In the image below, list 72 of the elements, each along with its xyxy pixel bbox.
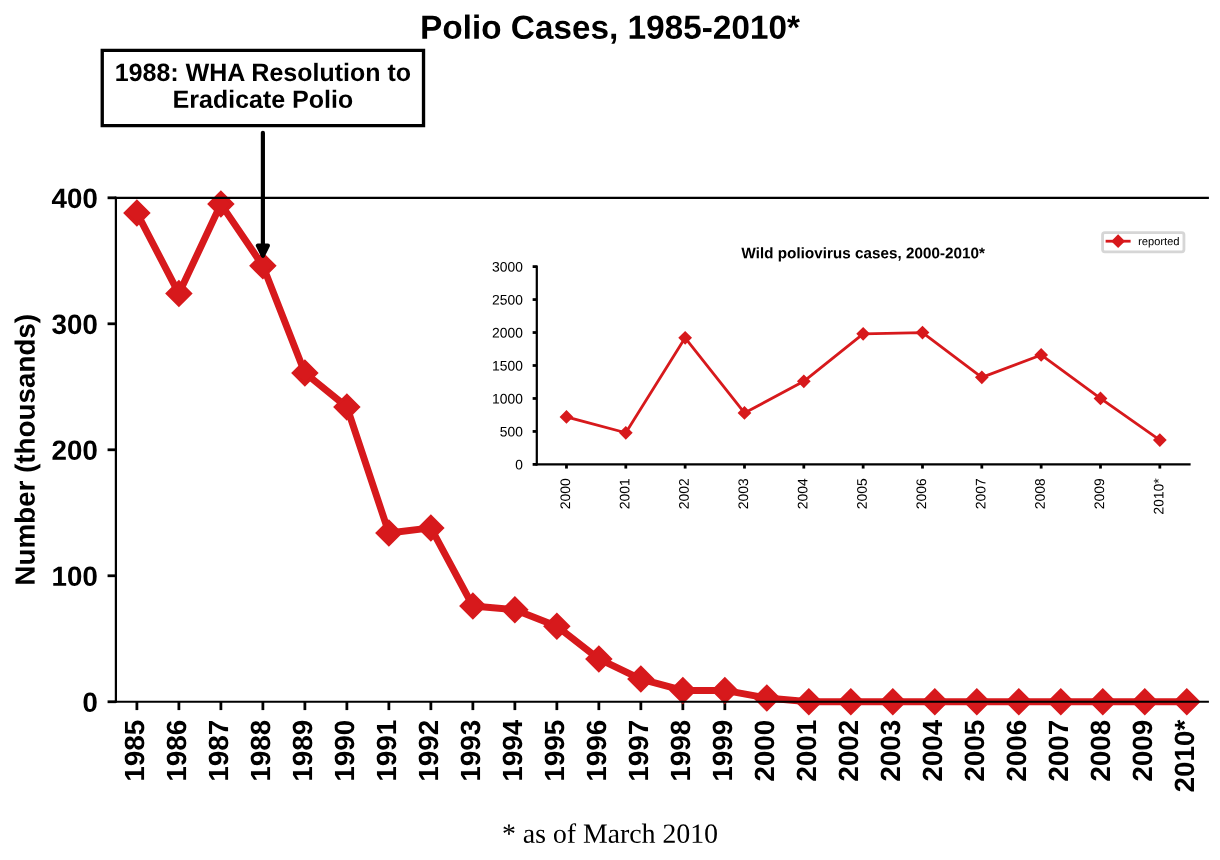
chart-title: Polio Cases, 1985-2010* xyxy=(422,14,800,44)
y-axis-title: Number (thousands) xyxy=(14,315,41,584)
point xyxy=(753,684,781,712)
x-tick-label: 2000 xyxy=(754,720,775,781)
point xyxy=(619,426,633,440)
x-tick-label: 1990 xyxy=(334,720,355,780)
x-tick-label: 2002 xyxy=(838,720,859,781)
x-tick-label: 1992 xyxy=(418,720,439,780)
text: * as of March 2010 xyxy=(503,823,717,844)
point xyxy=(501,596,529,623)
point xyxy=(1094,392,1107,405)
x-tick-label: 1991 xyxy=(376,720,397,780)
point xyxy=(249,252,277,280)
point xyxy=(916,326,929,339)
point xyxy=(417,514,445,542)
x-tick-label: 2010* xyxy=(1174,719,1195,792)
point xyxy=(1089,688,1116,715)
x-tick-label: 2008 xyxy=(1090,720,1111,781)
y-tick-label: 400 xyxy=(51,188,97,209)
point xyxy=(1034,348,1048,362)
point xyxy=(879,688,906,715)
point xyxy=(1173,688,1200,715)
point xyxy=(459,592,487,620)
point xyxy=(333,393,361,421)
point xyxy=(1047,688,1074,715)
x-tick-label: 2009 xyxy=(1132,720,1153,781)
point xyxy=(123,199,151,227)
point xyxy=(856,327,870,341)
point xyxy=(678,331,692,345)
x-tick-label: 1988 xyxy=(250,720,271,780)
point xyxy=(560,410,573,424)
x-tick-label: 2001 xyxy=(796,720,817,781)
y-tick-label: 200 xyxy=(52,440,97,461)
x-tick-label: 1995 xyxy=(544,720,565,780)
y-tick-label: 300 xyxy=(52,314,97,335)
point xyxy=(738,406,751,420)
x-tick-label: 2005 xyxy=(964,720,985,781)
y-tick-label: 100 xyxy=(53,566,97,587)
y-tick-label: 0 xyxy=(83,692,97,713)
x-tick-label: 1998 xyxy=(670,720,691,780)
x-tick-label: 2006 xyxy=(1006,720,1027,781)
point xyxy=(921,688,948,715)
x-tick-label: 1986 xyxy=(166,720,187,780)
point xyxy=(837,688,865,715)
point xyxy=(1131,688,1158,715)
x-tick-label: 2003 xyxy=(880,720,901,781)
point xyxy=(585,645,613,673)
x-tick-label: 1996 xyxy=(586,720,607,780)
x-tick-label: 1989 xyxy=(292,720,313,780)
point xyxy=(795,688,823,715)
point xyxy=(1153,433,1167,447)
x-tick-label: 2004 xyxy=(922,719,943,781)
point xyxy=(375,519,403,547)
point xyxy=(975,371,989,384)
x-tick-label: 1997 xyxy=(628,721,649,780)
point xyxy=(543,612,571,640)
x-tick-label: 2007 xyxy=(1048,721,1069,781)
point xyxy=(711,677,739,704)
point xyxy=(963,688,990,715)
x-tick-label: 1994 xyxy=(502,719,523,780)
point xyxy=(669,677,697,704)
point xyxy=(291,359,319,387)
point xyxy=(165,280,193,307)
x-tick-label: 1999 xyxy=(712,720,733,780)
point xyxy=(627,665,655,693)
point xyxy=(797,375,811,388)
x-tick-label: 1993 xyxy=(460,720,481,780)
x-tick-label: 1987 xyxy=(208,721,229,780)
annotation: 1988: WHA Resolution to Eradicate Polio xyxy=(116,62,411,109)
point xyxy=(1005,688,1032,715)
x-tick-label: 1985 xyxy=(124,720,145,780)
point xyxy=(207,190,235,218)
